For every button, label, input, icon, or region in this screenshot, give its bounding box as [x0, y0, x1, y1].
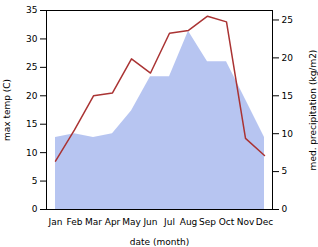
- svg-text:med. precipitation (kg/m2): med. precipitation (kg/m2): [308, 50, 318, 171]
- svg-text:Apr: Apr: [105, 217, 121, 227]
- svg-text:20: 20: [282, 53, 294, 63]
- svg-text:0: 0: [32, 204, 38, 214]
- svg-text:Jul: Jul: [163, 217, 175, 227]
- svg-text:5: 5: [32, 176, 38, 186]
- svg-text:15: 15: [282, 91, 293, 101]
- svg-text:10: 10: [26, 148, 38, 158]
- svg-text:Mar: Mar: [85, 217, 102, 227]
- svg-text:25: 25: [282, 15, 293, 25]
- svg-text:Jan: Jan: [48, 217, 63, 227]
- svg-text:25: 25: [26, 62, 37, 72]
- svg-text:Dec: Dec: [256, 217, 273, 227]
- svg-text:20: 20: [26, 91, 38, 101]
- svg-text:10: 10: [282, 129, 294, 139]
- svg-text:5: 5: [282, 166, 288, 176]
- svg-text:30: 30: [26, 34, 38, 44]
- svg-text:Oct: Oct: [219, 217, 235, 227]
- svg-text:15: 15: [26, 119, 37, 129]
- svg-text:May: May: [122, 217, 141, 227]
- svg-text:0: 0: [282, 204, 288, 214]
- svg-text:Feb: Feb: [67, 217, 83, 227]
- svg-text:date (month): date (month): [130, 237, 189, 247]
- svg-text:35: 35: [26, 5, 37, 15]
- svg-text:Aug: Aug: [180, 217, 198, 227]
- svg-text:Nov: Nov: [237, 217, 255, 227]
- svg-text:Sep: Sep: [199, 217, 216, 227]
- svg-text:Jun: Jun: [142, 217, 157, 227]
- svg-text:max temp (C): max temp (C): [2, 79, 12, 141]
